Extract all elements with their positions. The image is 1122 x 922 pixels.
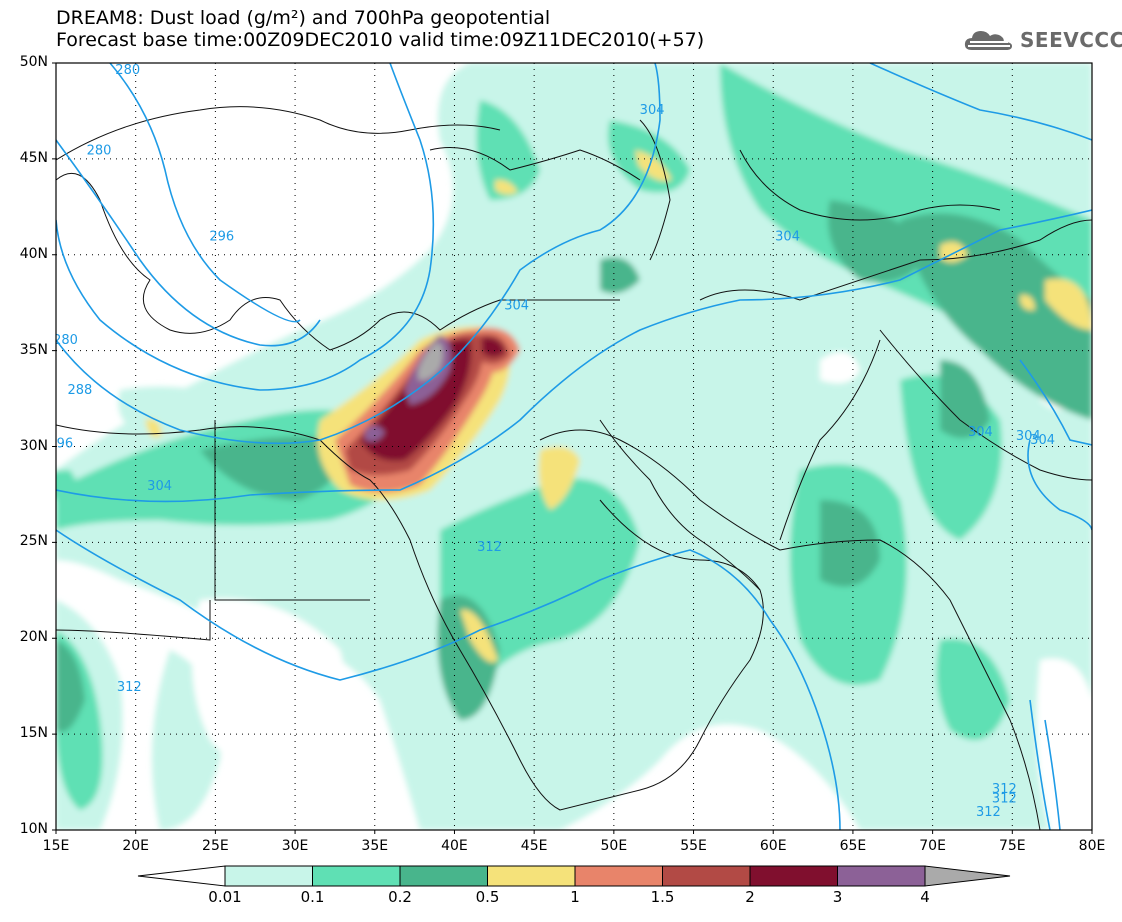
cloud-icon [964,31,1012,50]
map-field: 2802802802882962963043043043043043043043… [48,63,1092,830]
colorbar-label: 3 [832,888,843,906]
svg-text:304: 304 [640,103,665,118]
contour-label: 312 [976,805,1001,820]
svg-text:304: 304 [504,299,529,314]
map-subtitle: Forecast base time:00Z09DEC2010 valid ti… [56,29,705,51]
lon-label: 60E [759,838,787,854]
svg-text:304: 304 [1016,429,1041,444]
lon-label: 15E [42,838,70,854]
lon-label: 30E [281,838,309,854]
axis-ticks [52,62,1093,834]
lon-label: 45E [520,838,548,854]
lon-label: 75E [998,838,1026,854]
lat-label: 50N [19,54,48,70]
contour-label: 304 [1030,433,1055,448]
lat-label: 25N [19,533,48,550]
lon-label: 65E [839,838,867,854]
svg-text:312: 312 [992,791,1017,806]
map-title: DREAM8: Dust load (g/m²) and 700hPa geop… [56,7,551,29]
svg-text:288: 288 [67,383,92,398]
contour-label: 304 [504,299,529,314]
contour-label: 304 [147,479,172,494]
lon-label: 55E [680,838,707,854]
colorbar [137,865,1011,887]
contour-label: 312 [117,680,142,695]
colorbar-segment [574,865,663,887]
svg-text:280: 280 [115,63,140,78]
svg-text:280: 280 [87,143,112,158]
colorbar-label: 0.2 [388,888,412,906]
lat-label: 35N [19,341,48,358]
lon-label: 25E [202,838,229,854]
svg-text:312: 312 [117,680,142,695]
colorbar-label: 0.5 [475,888,500,906]
contour-label: 304 [640,103,665,118]
contour-label: 312 [477,540,502,555]
lon-label: 50E [600,838,628,854]
lat-label: 15N [19,725,48,742]
seevccc-logo: SEEVCCC [962,26,1122,54]
contour-labels: 2802802802882962963043043043043043043043… [48,63,1055,820]
lon-label: 35E [361,838,389,854]
svg-text:304: 304 [775,230,800,245]
colorbar-label: 1.5 [650,888,675,906]
geopotential-contours [56,63,1092,830]
contour-label: 280 [87,143,112,158]
colorbar-label: 0.01 [208,888,242,906]
contour-label: 312 [992,791,1017,806]
colorbar-segment [662,865,751,887]
lat-label: 40N [19,245,48,262]
contour-label: 296 [48,437,73,452]
contour-label: 280 [115,63,140,78]
colorbar-label: 2 [745,888,755,906]
contour-label: 296 [209,230,234,245]
lat-label: 45N [19,149,48,166]
lat-label: 30N [19,437,48,454]
lat-label: 10N [19,821,48,837]
svg-text:304: 304 [1030,433,1055,448]
svg-text:296: 296 [48,437,73,452]
contour-label: 288 [67,383,92,398]
colorbar-segment [399,865,488,887]
svg-text:304: 304 [147,479,172,494]
logo-text: SEEVCCC [1020,28,1122,52]
contour-label: 280 [53,333,78,348]
contour-label: 312 [992,782,1017,797]
contour-label: 304 [775,230,800,245]
colorbar-segment [487,865,576,887]
colorbar-segment [224,865,313,887]
lon-label: 70E [919,838,946,854]
colorbar-label: 0.1 [300,888,325,906]
colorbar-label: 4 [920,888,930,906]
svg-text:280: 280 [53,333,78,348]
lon-label: 20E [122,838,150,854]
svg-text:312: 312 [976,805,1001,820]
svg-text:296: 296 [209,230,234,245]
lat-label: 20N [19,629,48,646]
colorbar-label: 1 [570,888,580,906]
svg-text:304: 304 [968,425,993,440]
contour-label: 304 [968,425,993,440]
svg-text:312: 312 [992,782,1017,797]
lon-label: 80E [1078,838,1106,854]
colorbar-segment [749,865,838,887]
colorbar-segment [312,865,401,887]
svg-text:312: 312 [477,540,502,555]
coastlines [56,106,1092,830]
colorbar-low-triangle [137,865,226,887]
contour-label: 304 [1016,429,1041,444]
lon-label: 40E [441,838,468,854]
colorbar-high-triangle [924,865,1011,887]
colorbar-segment [837,865,926,887]
